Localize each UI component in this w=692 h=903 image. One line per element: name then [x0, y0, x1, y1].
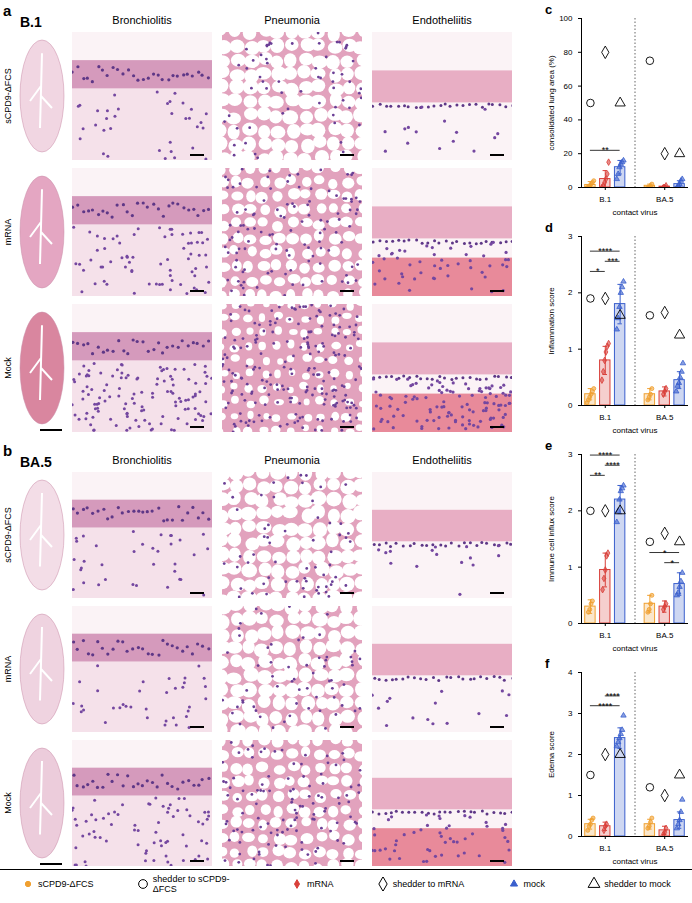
svg-text:3: 3 [568, 232, 573, 241]
svg-text:0: 0 [568, 832, 573, 841]
svg-text:Pneumonia: Pneumonia [264, 14, 321, 26]
html-text:shedder to mock: shedder to mock [604, 879, 671, 889]
svg-text:20: 20 [564, 149, 573, 158]
html-text:e: e [545, 438, 553, 453]
svg-text:contact virus: contact virus [613, 426, 658, 435]
svg-text:B.1: B.1 [599, 844, 612, 853]
svg-text:B.1: B.1 [599, 195, 612, 204]
svg-text:Mock: Mock [3, 792, 13, 814]
svg-text:*: * [663, 548, 667, 558]
svg-text:60: 60 [564, 82, 573, 91]
svg-text:contact virus: contact virus [613, 644, 658, 653]
svg-text:B.1: B.1 [599, 413, 612, 422]
svg-text:****: **** [598, 246, 613, 256]
svg-text:Bronchiolitis: Bronchiolitis [112, 454, 172, 466]
svg-text:****: **** [598, 701, 613, 711]
svg-text:consolidated lung area (%): consolidated lung area (%) [547, 55, 556, 151]
svg-text:Edema score: Edema score [547, 730, 556, 778]
svg-text:BA.5: BA.5 [20, 454, 52, 470]
html-text:c: c [545, 2, 553, 17]
svg-text:***: *** [607, 256, 618, 266]
svg-text:2: 2 [568, 750, 573, 759]
svg-text:Inflammation score: Inflammation score [547, 287, 556, 355]
svg-text:BA.5: BA.5 [656, 413, 674, 422]
svg-text:b: b [3, 442, 12, 459]
svg-text:100: 100 [559, 14, 573, 23]
svg-text:0: 0 [568, 401, 573, 410]
svg-text:40: 40 [564, 115, 573, 124]
svg-text:contact virus: contact virus [613, 857, 658, 866]
html-text:sCPD9-ΔFCS: sCPD9-ΔFCS [38, 879, 94, 889]
svg-text:1: 1 [568, 563, 573, 572]
svg-text:sCPD9-ΔFCS: sCPD9-ΔFCS [3, 507, 13, 563]
svg-text:1: 1 [568, 791, 573, 800]
svg-text:3: 3 [568, 709, 573, 718]
html-text:shedder to sCPD9-ΔFCS: shedder to sCPD9-ΔFCS [152, 874, 230, 894]
svg-text:****: **** [598, 450, 613, 460]
html-text:shedder to mRNA: shedder to mRNA [392, 879, 465, 889]
svg-text:2: 2 [568, 288, 573, 297]
svg-text:contact virus: contact virus [613, 208, 658, 217]
svg-text:Immune cell influx score: Immune cell influx score [547, 496, 556, 582]
svg-text:B.1: B.1 [599, 631, 612, 640]
svg-text:Endotheliitis: Endotheliitis [412, 454, 472, 466]
svg-text:**: ** [594, 470, 602, 480]
svg-text:2: 2 [568, 506, 573, 515]
svg-text:BA.5: BA.5 [656, 844, 674, 853]
html-text:mRNA: mRNA [307, 879, 334, 889]
svg-text:3: 3 [568, 450, 573, 459]
svg-text:Mock: Mock [3, 357, 13, 379]
svg-text:Bronchiolitis: Bronchiolitis [112, 14, 172, 26]
svg-text:Endotheliitis: Endotheliitis [412, 14, 472, 26]
svg-text:****: **** [606, 691, 621, 701]
svg-text:80: 80 [564, 48, 573, 57]
svg-text:*: * [670, 558, 674, 568]
svg-text:0: 0 [568, 183, 573, 192]
svg-text:1: 1 [568, 345, 573, 354]
svg-text:mRNA: mRNA [3, 219, 13, 246]
svg-text:sCPD9-ΔFCS: sCPD9-ΔFCS [3, 68, 13, 124]
svg-text:B.1: B.1 [20, 14, 42, 30]
svg-text:4: 4 [568, 668, 573, 677]
svg-text:*: * [596, 266, 600, 276]
svg-text:**: ** [602, 145, 610, 155]
svg-text:0: 0 [568, 619, 573, 628]
svg-text:Pneumonia: Pneumonia [264, 454, 321, 466]
svg-text:BA.5: BA.5 [656, 631, 674, 640]
svg-text:mRNA: mRNA [3, 656, 13, 683]
svg-text:BA.5: BA.5 [656, 195, 674, 204]
svg-text:****: **** [606, 460, 621, 470]
html-text:mock: mock [523, 879, 546, 889]
html-text:f: f [545, 656, 550, 671]
html-text:d: d [545, 220, 553, 235]
svg-text:a: a [3, 2, 12, 19]
